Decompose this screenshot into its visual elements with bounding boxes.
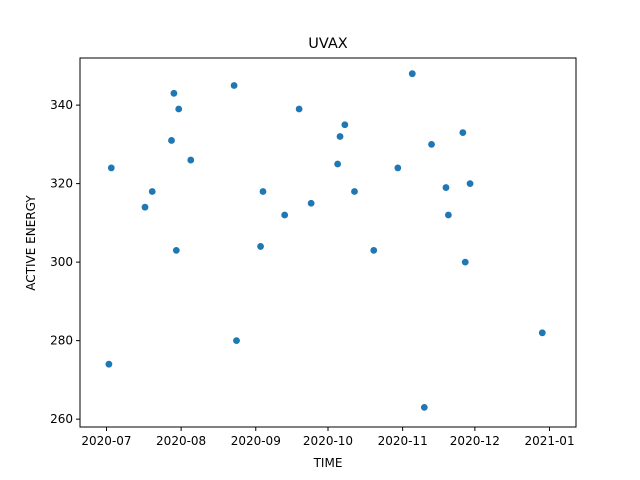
x-tick-label: 2020-11: [378, 434, 428, 448]
x-tick-label: 2020-10: [303, 434, 353, 448]
data-point: [334, 160, 342, 168]
data-point: [336, 133, 344, 140]
data-point: [259, 188, 267, 195]
data-point: [408, 70, 416, 78]
y-tick-label: 340: [50, 98, 73, 112]
y-axis-label: ACTIVE ENERGY: [24, 195, 38, 291]
y-tick-label: 320: [50, 177, 73, 191]
points-layer: [105, 70, 546, 411]
x-axis: 2020-07 2020-08 2020-09 2020-10 2020-11 2020-…: [81, 427, 575, 448]
x-tick-label: 2020-07: [81, 434, 131, 448]
y-axis: 260 280 300 320 340: [50, 98, 80, 426]
data-point: [107, 164, 115, 172]
data-point: [351, 188, 358, 195]
data-point: [172, 246, 180, 254]
data-point: [175, 105, 183, 113]
x-tick-label: 2021-01: [524, 434, 574, 448]
data-point: [295, 105, 303, 113]
data-point: [281, 211, 289, 219]
data-point: [459, 129, 467, 136]
data-point: [442, 184, 450, 191]
data-point: [341, 121, 349, 129]
data-point: [461, 258, 469, 266]
y-tick-label: 260: [50, 412, 73, 426]
data-point: [466, 180, 474, 188]
data-point: [444, 211, 452, 219]
data-point: [420, 403, 428, 411]
data-point: [105, 360, 113, 368]
x-tick-label: 2020-09: [231, 434, 281, 448]
y-tick-label: 280: [50, 334, 73, 348]
data-point: [257, 243, 264, 250]
data-point: [148, 188, 156, 195]
data-point: [370, 246, 378, 254]
chart-title: UVAX: [308, 36, 348, 52]
data-point: [538, 329, 546, 337]
data-point: [187, 156, 195, 164]
data-point: [170, 89, 178, 97]
data-point: [141, 203, 149, 211]
data-point: [307, 199, 315, 207]
data-point: [428, 140, 435, 148]
data-point: [233, 337, 240, 345]
x-tick-label: 2020-12: [450, 434, 500, 448]
plot-frame: [79, 57, 577, 428]
x-tick-label: 2020-08: [156, 434, 206, 448]
x-axis-label: TIME: [313, 456, 343, 470]
data-point: [394, 164, 402, 172]
data-point: [230, 82, 238, 89]
data-point: [168, 137, 175, 144]
y-tick-label: 300: [50, 255, 73, 269]
